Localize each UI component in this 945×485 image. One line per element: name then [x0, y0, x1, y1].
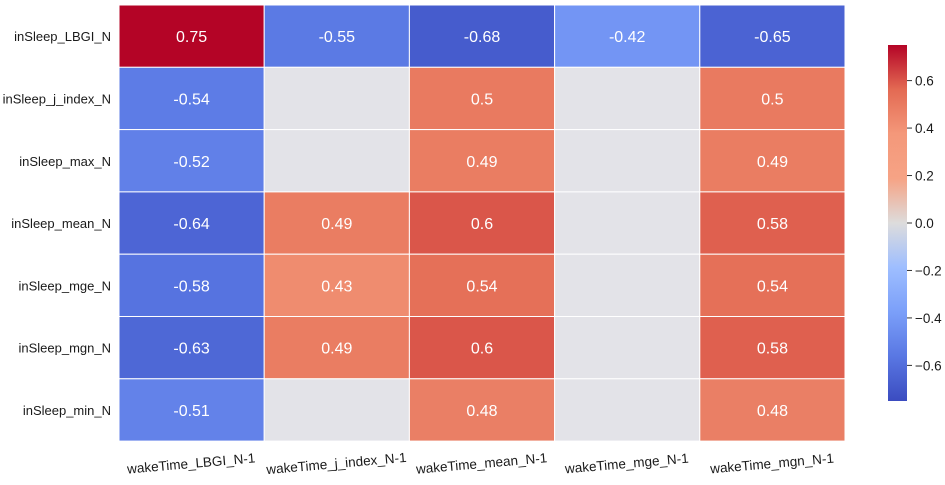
cell-value-label: 0.54 [757, 278, 788, 295]
cell-value-label: 0.49 [321, 216, 352, 233]
heatmap-cell [263, 4, 410, 68]
heatmap-cell [118, 378, 265, 442]
row-label: inSleep_min_N [23, 403, 111, 418]
heatmap-cell [554, 4, 701, 68]
heatmap-cell-labels: 0.75 -0.55 -0.68 -0.42 -0.65 -0.54 0.5 0.5 -0.52… [173, 29, 790, 420]
cell-value-label: 0.58 [757, 341, 788, 358]
heatmap-cell [699, 316, 846, 380]
cell-value-label: 0.49 [466, 154, 497, 171]
heatmap-cell [554, 253, 701, 317]
row-label: inSleep_max_N [19, 154, 111, 169]
heatmap-cell [118, 191, 265, 255]
heatmap-cell [408, 253, 556, 317]
cell-value-label: -0.42 [609, 29, 646, 46]
heatmap-cell [554, 191, 701, 255]
column-label: wakeTime_mean_N-1 [414, 450, 547, 476]
column-label: wakeTime_mgn_N-1 [709, 451, 835, 477]
colorbar-tick-label: 0.2 [915, 169, 934, 184]
heatmap-cells [118, 4, 846, 442]
column-label: wakeTime_mge_N-1 [563, 451, 689, 477]
heatmap-cell [699, 66, 846, 131]
cell-value-label: 0.6 [471, 216, 493, 233]
heatmap-cell [699, 191, 846, 255]
cell-value-label: 0.48 [757, 403, 788, 420]
heatmap-cell [699, 378, 846, 442]
heatmap-cell [554, 66, 701, 131]
row-label: inSleep_mge_N [18, 278, 111, 293]
colorbar-tick-label: −0.4 [915, 311, 942, 326]
heatmap-cell [263, 129, 410, 193]
heatmap-cell [408, 191, 556, 255]
column-label: wakeTime_LBGI_N-1 [126, 450, 256, 476]
colorbar: 0.6 0.4 0.2 0.0 −0.2 −0.4 −0.6 [888, 45, 942, 401]
heatmap-cell [263, 66, 410, 131]
heatmap-cell [408, 66, 556, 131]
cell-value-label: -0.63 [173, 341, 210, 358]
heatmap-cell [408, 316, 556, 380]
colorbar-tick-label: −0.6 [915, 358, 942, 373]
heatmap-cell [263, 378, 410, 442]
row-labels: inSleep_LBGI_N inSleep_j_index_N inSleep_m… [3, 29, 111, 418]
heatmap-cell [699, 129, 846, 193]
cell-value-label: -0.55 [319, 29, 356, 46]
heatmap-cell [263, 316, 410, 380]
colorbar-tick-label: 0.4 [915, 121, 934, 136]
cell-value-label: -0.68 [464, 29, 501, 46]
row-label: inSleep_LBGI_N [14, 29, 111, 44]
heatmap-cell [408, 4, 556, 68]
heatmap-cell [118, 253, 265, 317]
heatmap-cell [408, 129, 556, 193]
cell-value-label: 0.5 [761, 91, 783, 108]
colorbar-gradient [888, 45, 907, 401]
cell-value-label: 0.6 [471, 341, 493, 358]
heatmap-cell [118, 66, 265, 131]
cell-value-label: 0.75 [176, 29, 207, 46]
cell-value-label: -0.64 [173, 216, 210, 233]
heatmap-cell [263, 253, 410, 317]
colorbar-tick-label: 0.6 [915, 74, 934, 89]
cell-value-label: 0.49 [757, 154, 788, 171]
column-labels: wakeTime_LBGI_N-1 wakeTime_j_index_N-1 wak… [126, 450, 835, 477]
cell-value-label: 0.43 [321, 278, 352, 295]
row-label: inSleep_j_index_N [3, 91, 111, 106]
row-label: inSleep_mgn_N [18, 341, 111, 356]
row-label: inSleep_mean_N [11, 216, 111, 231]
cell-value-label: 0.5 [471, 91, 493, 108]
heatmap-cell [699, 253, 846, 317]
heatmap-cell [554, 316, 701, 380]
column-label: wakeTime_j_index_N-1 [265, 450, 407, 477]
heatmap-cell [554, 129, 701, 193]
cell-value-label: 0.54 [466, 278, 497, 295]
cell-value-label: 0.58 [757, 216, 788, 233]
heatmap-cell [699, 4, 846, 68]
cell-value-label: 0.49 [321, 341, 352, 358]
cell-value-label: 0.48 [466, 403, 497, 420]
cell-value-label: -0.58 [173, 278, 210, 295]
cell-value-label: -0.65 [754, 29, 791, 46]
cell-value-label: -0.52 [173, 154, 210, 171]
heatmap-cell [554, 378, 701, 442]
cell-value-label: -0.54 [173, 91, 210, 108]
heatmap-cell [263, 191, 410, 255]
heatmap-cell [118, 4, 265, 68]
colorbar-tick-label: 0.0 [915, 216, 934, 231]
cell-value-label: -0.51 [173, 403, 210, 420]
colorbar-tick-label: −0.2 [915, 263, 942, 278]
